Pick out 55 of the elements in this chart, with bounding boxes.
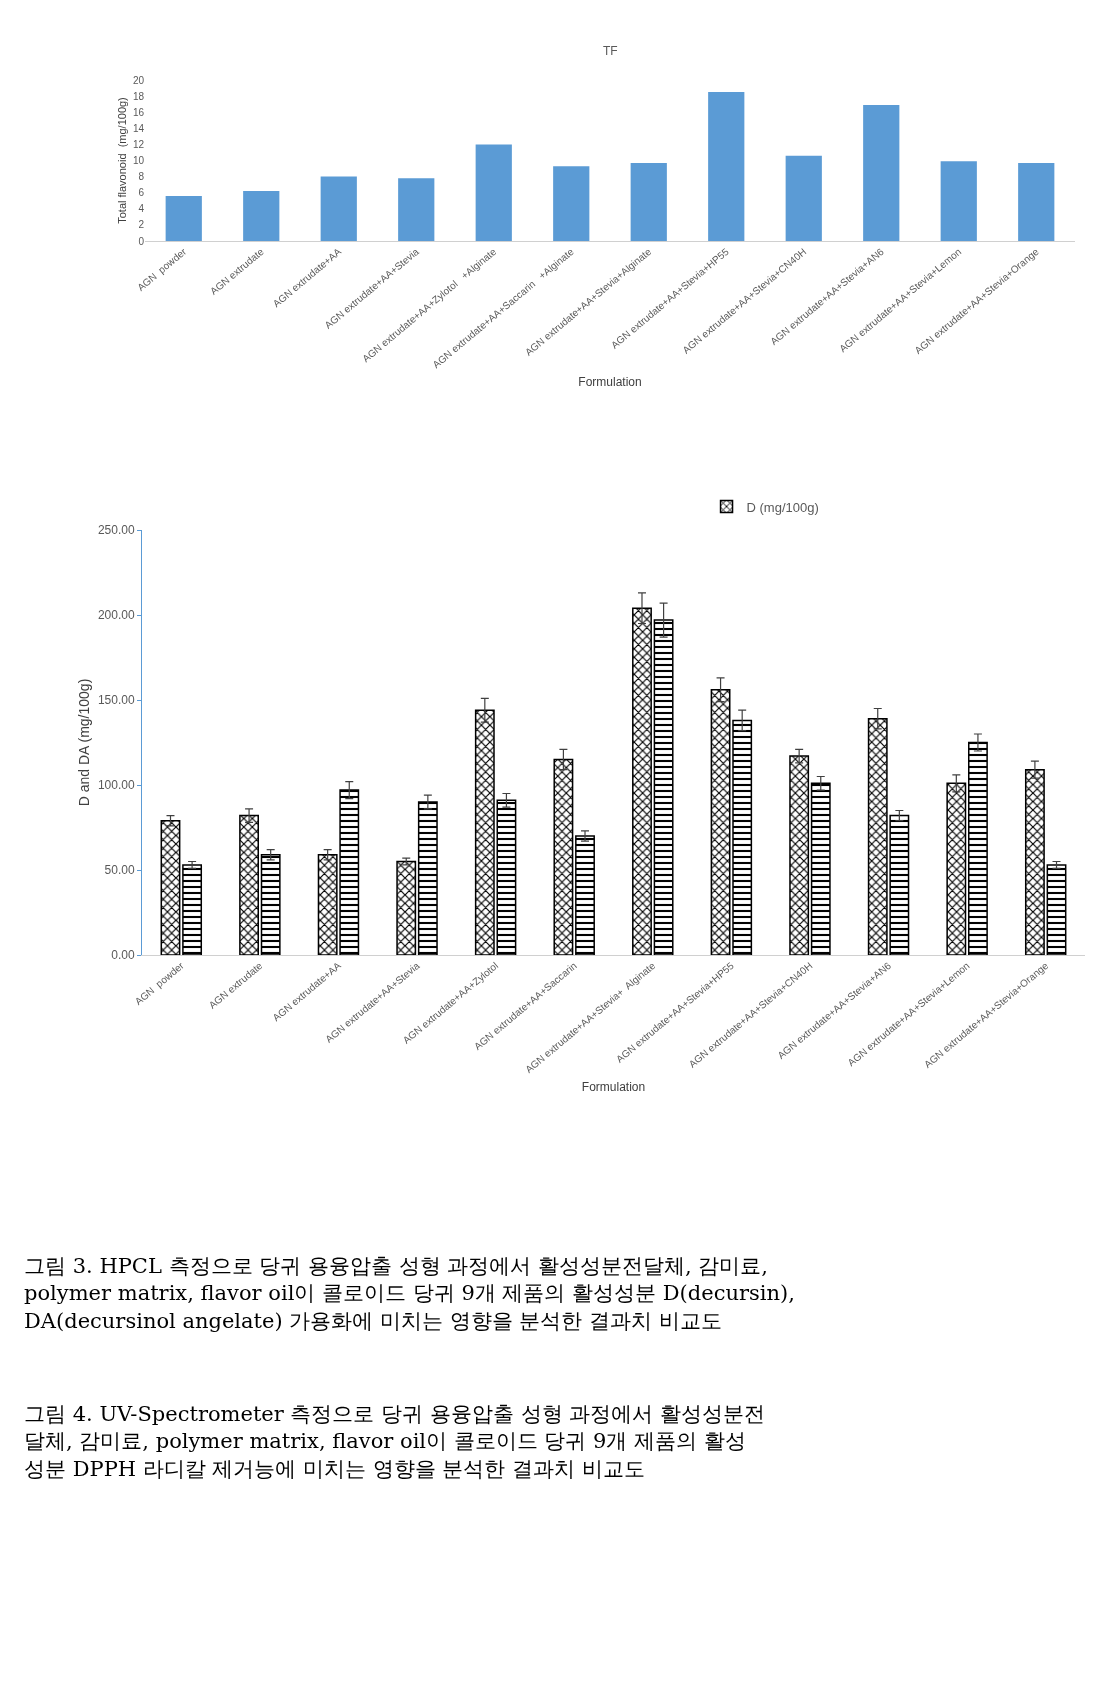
bar <box>165 195 202 241</box>
y-tick-label: 100.00 <box>97 778 135 793</box>
bar <box>630 162 667 241</box>
bar <box>398 178 435 241</box>
x-axis-title: Formulation <box>578 375 642 390</box>
bar <box>946 782 967 955</box>
chart-title: TF <box>603 44 618 58</box>
y-tick-label: 50.00 <box>104 863 135 878</box>
caption: 그림 3. HPCL 측정으로 당귀 용융압출 성형 과정에서 활성성분전달체, 감미료, polymer matrix, flavor oil이 콜로이드 당귀 9개 제품의 활성성분 D(decursin), DA(decursinol angelate) 가용화에 미치는 영향을 분석한 결과치 비교도 <box>24 1254 795 1333</box>
y-tick-label: 18 <box>132 90 145 102</box>
bar <box>475 144 512 241</box>
caption: 그림 4. UV-Spectrometer 측정으로 당귀 용융압출 성형 과정에서 활성성분전 달체, 감미료, polymer matrix, flavor oil이 콜로이드 당귀 9개 제품의 활성 성분 DPPH 라디칼 제거능에 미치는 영향을 분석한 결과치 비교도 <box>24 1402 765 1481</box>
bar <box>575 835 595 955</box>
y-tick-label: 6 <box>138 187 145 199</box>
y-tick-label: 0 <box>138 235 145 247</box>
y-tick-label: 4 <box>138 203 145 215</box>
bar <box>1046 864 1067 955</box>
bar <box>1024 768 1045 955</box>
bar <box>496 799 517 955</box>
bar <box>785 155 822 241</box>
bar <box>1018 162 1055 241</box>
y-tick-label: 200.00 <box>97 608 135 623</box>
text: D (mg/100g) <box>746 499 819 515</box>
bar <box>239 814 259 955</box>
bar <box>182 864 203 955</box>
y-tick-label: 0.00 <box>111 948 135 963</box>
y-axis-title: D and DA (mg/100g) <box>76 678 93 807</box>
bar <box>863 104 900 241</box>
y-tick-label: 20 <box>132 74 145 86</box>
y-tick-label: 2 <box>138 219 145 231</box>
bar <box>708 92 745 241</box>
x-axis-title: Formulation <box>581 1079 646 1094</box>
bar <box>789 755 810 955</box>
bar <box>653 619 674 955</box>
y-tick-label: 250.00 <box>97 523 135 538</box>
bar <box>474 709 495 955</box>
bar <box>160 819 181 955</box>
y-tick-label: 8 <box>138 171 145 183</box>
bar <box>260 853 281 955</box>
bar <box>243 191 280 241</box>
bar <box>417 801 438 955</box>
bar <box>632 607 652 955</box>
bar <box>968 741 988 955</box>
y-tick-label: 10 <box>132 155 145 166</box>
bar <box>940 161 977 241</box>
bar <box>553 758 574 955</box>
y-tick-label: 16 <box>132 106 145 118</box>
y-tick-label: 150.00 <box>97 693 135 708</box>
bar <box>396 860 417 955</box>
bar <box>553 166 590 241</box>
y-axis-title: Total flavonoid (mg/100g) <box>115 97 128 224</box>
y-tick-label: 12 <box>132 138 145 150</box>
y-tick-label: 14 <box>132 122 145 134</box>
bar <box>320 176 357 241</box>
bar <box>810 782 831 955</box>
